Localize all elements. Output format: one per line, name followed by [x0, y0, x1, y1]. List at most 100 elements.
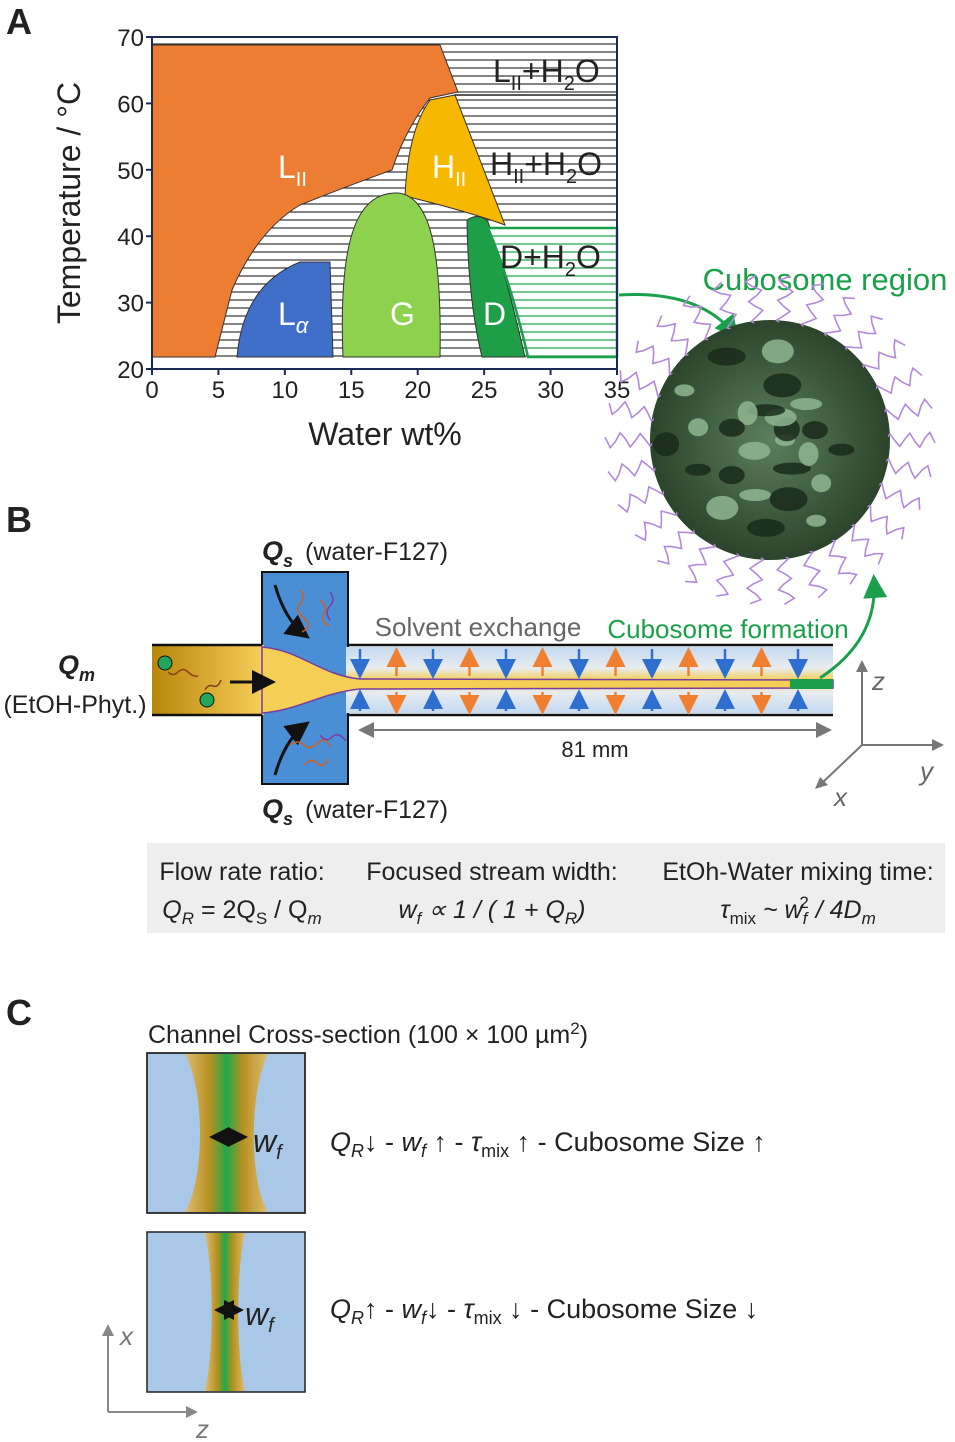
channel-wall — [152, 643, 833, 717]
info-title: EtOh-Water mixing time: — [662, 858, 933, 886]
cubosome-highlight — [806, 514, 827, 527]
solvent-exchange-label: Solvent exchange — [375, 612, 582, 642]
relation: QR↑ - wf↓ - τmix ↓ - Cubosome Size ↓ — [330, 1294, 758, 1328]
f-part: Q — [162, 896, 181, 924]
phase-text: +H — [524, 146, 566, 182]
r-sub: mix — [481, 1141, 509, 1161]
r-part: ↓ - — [426, 1294, 464, 1324]
polymer — [297, 589, 331, 633]
r-part: Q — [330, 1294, 351, 1324]
r-part: ↑ - — [364, 1294, 402, 1324]
f-sub: R — [182, 909, 194, 928]
q-sub: m — [79, 665, 95, 685]
region-g — [341, 192, 441, 358]
phase-sub: α — [296, 313, 310, 338]
f-part: = 2Q — [194, 896, 256, 924]
axes — [107, 1330, 192, 1413]
exchange-arrows — [350, 647, 808, 715]
f-part: ~ w — [756, 896, 804, 924]
phase-label: HII — [432, 149, 466, 191]
phase-sub: 2 — [564, 73, 575, 95]
cubosome-pore — [772, 462, 811, 475]
axes — [821, 668, 938, 784]
cubosome-highlight — [790, 398, 823, 411]
y-tick-label: 30 — [117, 291, 144, 318]
cubosome-highlight — [737, 401, 758, 426]
phase-text: H — [432, 149, 455, 185]
cubosome-highlight — [738, 441, 771, 460]
cubosome-illustration — [604, 274, 936, 606]
molecule — [199, 692, 215, 708]
y-axis-title: Temperature / °C — [51, 82, 87, 324]
phase-label: D — [483, 296, 506, 332]
region-la — [236, 261, 334, 358]
region-d — [466, 216, 526, 358]
qm-desc: (EtOH-Phyt.) — [3, 691, 146, 719]
q-symbol: Q — [262, 536, 283, 566]
cubosome-region-label: Cubosome region — [703, 262, 948, 297]
r-part: ↑ - — [426, 1127, 471, 1157]
x-tick-label: 5 — [212, 377, 225, 404]
cubosome-pore — [746, 518, 785, 537]
q-desc: (water-F127) — [305, 538, 448, 566]
cubosome-highlight — [674, 384, 695, 397]
phase-text: L — [278, 296, 296, 332]
q-desc: (water-F127) — [305, 796, 448, 824]
phase-text: O — [577, 146, 602, 182]
t-part: ) — [580, 1021, 588, 1049]
f-sup: 2 — [799, 893, 808, 912]
t-part: Channel Cross-section (100 × 100 µm — [148, 1021, 570, 1049]
r-part: ↓ - Cubosome Size ↓ — [502, 1294, 759, 1324]
y-tick-label: 60 — [117, 91, 144, 118]
q-symbol: Q — [262, 794, 283, 824]
r-sub: R — [351, 1141, 364, 1161]
q-sub: s — [283, 809, 293, 829]
x-tick-label: 35 — [604, 377, 631, 404]
region-l2 — [151, 44, 459, 358]
y-tick-label: 20 — [117, 357, 144, 384]
phase-text: L — [278, 149, 296, 185]
info-formula: wf ∝ 1 / ( 1 + QR) — [398, 896, 585, 928]
f-part: ) — [574, 896, 585, 924]
panel-label: B — [6, 499, 32, 540]
x-tick-label: 20 — [404, 377, 431, 404]
info-formula: τmix ~ wf2 / 4Dm — [720, 893, 876, 928]
polymer — [319, 591, 347, 742]
phase-sub: II — [511, 73, 522, 95]
info-title: Focused stream width: — [366, 858, 618, 886]
r-part: τ — [464, 1294, 476, 1324]
x-tick-label: 25 — [471, 377, 498, 404]
flow-arrow — [273, 584, 310, 639]
phase-sub: II — [455, 169, 466, 191]
f-sub: mix — [730, 909, 757, 928]
cubosome-highlight — [739, 489, 772, 502]
relation: QR↓ - wf ↑ - τmix ↑ - Cubosome Size ↑ — [330, 1127, 766, 1161]
phase-sub: 2 — [565, 259, 576, 281]
qs-bottom-label: Qs (water-F127) — [262, 794, 448, 829]
phase-label: LII — [278, 149, 307, 191]
phase-label: LII+H2O — [493, 53, 600, 95]
f-sub: f — [417, 909, 424, 928]
phase-text: H — [490, 146, 513, 182]
molecule — [157, 655, 173, 671]
plot-bottom — [152, 357, 617, 369]
r-part: ↓ - — [364, 1127, 402, 1157]
cubosome-pore — [684, 463, 711, 476]
phase-label: G — [390, 296, 415, 332]
w-part: w — [245, 1296, 270, 1332]
x-tick-label: 15 — [338, 377, 365, 404]
length-label: 81 mm — [561, 737, 628, 762]
x-tick-label: 0 — [145, 377, 158, 404]
f-sub: R — [565, 909, 577, 928]
f-part: ∝ 1 / ( 1 + Q — [421, 896, 565, 924]
molecule-tail — [204, 679, 222, 691]
cubosome-pore — [653, 432, 680, 457]
q-sub: s — [283, 551, 293, 571]
phase-label: D+H2O — [500, 239, 601, 281]
width-label: wf — [253, 1123, 284, 1164]
f-sub: m — [308, 909, 322, 928]
panel-label: A — [6, 1, 32, 42]
f-sub: S — [256, 909, 267, 928]
cubosome-core — [652, 322, 888, 558]
